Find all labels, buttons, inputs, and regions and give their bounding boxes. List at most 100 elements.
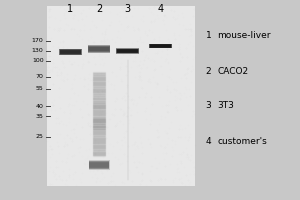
Text: 55: 55 — [36, 86, 43, 91]
Bar — [88, 45, 110, 53]
Bar — [93, 131, 105, 132]
Bar — [93, 126, 105, 127]
Bar — [93, 119, 105, 120]
Bar — [93, 122, 105, 123]
Text: 170: 170 — [32, 38, 44, 44]
Bar — [93, 96, 105, 97]
Bar — [93, 79, 105, 80]
Text: 3: 3 — [124, 4, 130, 14]
Bar — [93, 116, 105, 117]
Bar — [93, 92, 105, 93]
Bar — [93, 137, 105, 138]
Bar — [150, 45, 171, 47]
Bar — [116, 48, 139, 53]
Bar — [88, 46, 110, 52]
Bar — [93, 89, 105, 90]
Bar — [88, 47, 110, 51]
Bar — [89, 47, 109, 51]
Text: customer's: customer's — [218, 136, 267, 146]
Text: 100: 100 — [32, 58, 44, 64]
Bar — [93, 147, 105, 148]
Bar — [93, 153, 105, 154]
Bar — [93, 147, 105, 148]
Bar — [93, 86, 105, 87]
Bar — [93, 115, 105, 116]
Bar — [93, 101, 105, 102]
Bar — [117, 50, 138, 52]
Bar — [93, 97, 105, 98]
Text: 4: 4 — [158, 4, 164, 14]
Bar — [93, 117, 105, 118]
Bar — [59, 49, 82, 55]
Bar — [93, 84, 105, 85]
Bar — [93, 112, 105, 113]
Bar — [93, 86, 105, 87]
Bar — [93, 95, 105, 96]
Bar — [93, 125, 105, 126]
Bar — [93, 110, 105, 111]
Bar — [93, 151, 105, 152]
Bar — [88, 47, 110, 51]
Bar — [93, 144, 105, 145]
Bar — [59, 49, 82, 55]
Bar — [93, 131, 105, 132]
Bar — [93, 91, 105, 92]
Text: 25: 25 — [36, 134, 43, 140]
Bar — [93, 145, 105, 146]
Bar — [117, 49, 138, 53]
Bar — [88, 161, 110, 169]
Bar — [93, 79, 105, 80]
Bar — [117, 50, 138, 52]
Bar — [88, 46, 110, 52]
Bar — [93, 83, 105, 84]
Bar — [88, 46, 110, 52]
Bar — [93, 106, 105, 107]
Text: 40: 40 — [36, 104, 43, 108]
Bar — [93, 132, 105, 133]
Bar — [60, 50, 81, 54]
Bar — [93, 77, 105, 78]
Bar — [93, 113, 105, 114]
Bar — [116, 49, 139, 53]
Bar — [93, 104, 105, 105]
Bar — [93, 119, 105, 120]
Bar — [93, 142, 105, 143]
Bar — [89, 162, 109, 168]
Bar — [93, 152, 105, 153]
Text: 1: 1 — [206, 31, 211, 40]
Bar — [93, 114, 105, 115]
Bar — [150, 45, 171, 47]
Bar — [93, 138, 105, 139]
Bar — [150, 45, 171, 47]
Bar — [60, 50, 81, 54]
Text: 3T3: 3T3 — [218, 102, 234, 110]
Bar — [93, 121, 105, 122]
Bar — [93, 85, 105, 86]
Bar — [93, 149, 105, 150]
Bar — [89, 161, 109, 169]
Bar — [93, 98, 105, 99]
Bar — [93, 134, 105, 135]
Bar — [93, 89, 105, 90]
Bar — [93, 75, 105, 76]
Text: mouse-liver: mouse-liver — [218, 31, 271, 40]
Bar — [93, 140, 105, 141]
Bar — [149, 44, 172, 48]
Bar — [93, 80, 105, 81]
Bar — [93, 105, 105, 106]
Bar — [93, 130, 105, 131]
Bar — [93, 108, 105, 109]
Bar — [93, 100, 105, 101]
Bar — [93, 126, 105, 127]
Bar — [150, 44, 171, 48]
Bar — [59, 49, 82, 55]
Bar — [93, 118, 105, 119]
Bar — [93, 154, 105, 155]
Bar — [93, 129, 105, 130]
Bar — [93, 120, 105, 121]
Bar — [93, 135, 105, 136]
Bar — [150, 44, 171, 48]
Bar — [93, 84, 105, 85]
Bar — [89, 163, 109, 167]
Text: 4: 4 — [206, 136, 211, 146]
